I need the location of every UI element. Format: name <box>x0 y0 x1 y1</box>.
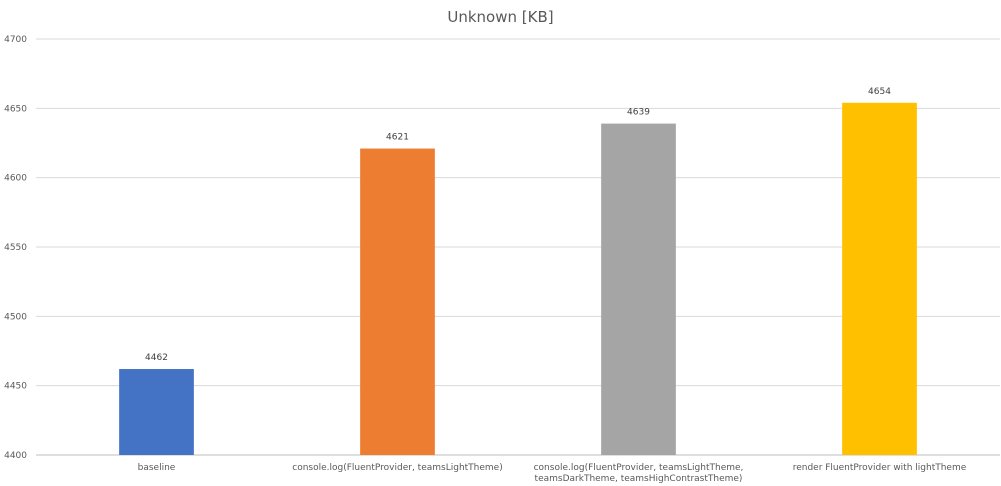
y-tick-label: 4600 <box>4 174 27 184</box>
bar <box>360 148 435 455</box>
y-tick-label: 4500 <box>4 312 27 322</box>
y-tick-label: 4700 <box>4 35 27 45</box>
data-label: 4639 <box>627 108 650 118</box>
y-tick-label: 4400 <box>4 451 27 461</box>
category-label: baseline <box>138 463 176 473</box>
bar <box>119 369 194 455</box>
category-label: console.log(FluentProvider, teamsLightTh… <box>534 463 744 473</box>
category-label: render FluentProvider with lightTheme <box>793 463 967 473</box>
y-tick-label: 4450 <box>4 382 27 392</box>
category-label: console.log(FluentProvider, teamsLightTh… <box>292 463 502 473</box>
y-tick-label: 4550 <box>4 243 27 253</box>
data-label: 4621 <box>386 133 409 143</box>
data-label: 4654 <box>868 87 891 97</box>
category-label: teamsDarkTheme, teamsHighContrastTheme) <box>535 474 743 484</box>
data-label: 4462 <box>145 353 168 363</box>
chart-title: Unknown [KB] <box>447 8 554 26</box>
bar <box>842 102 917 455</box>
y-tick-label: 4650 <box>4 104 27 114</box>
bar <box>601 123 676 455</box>
